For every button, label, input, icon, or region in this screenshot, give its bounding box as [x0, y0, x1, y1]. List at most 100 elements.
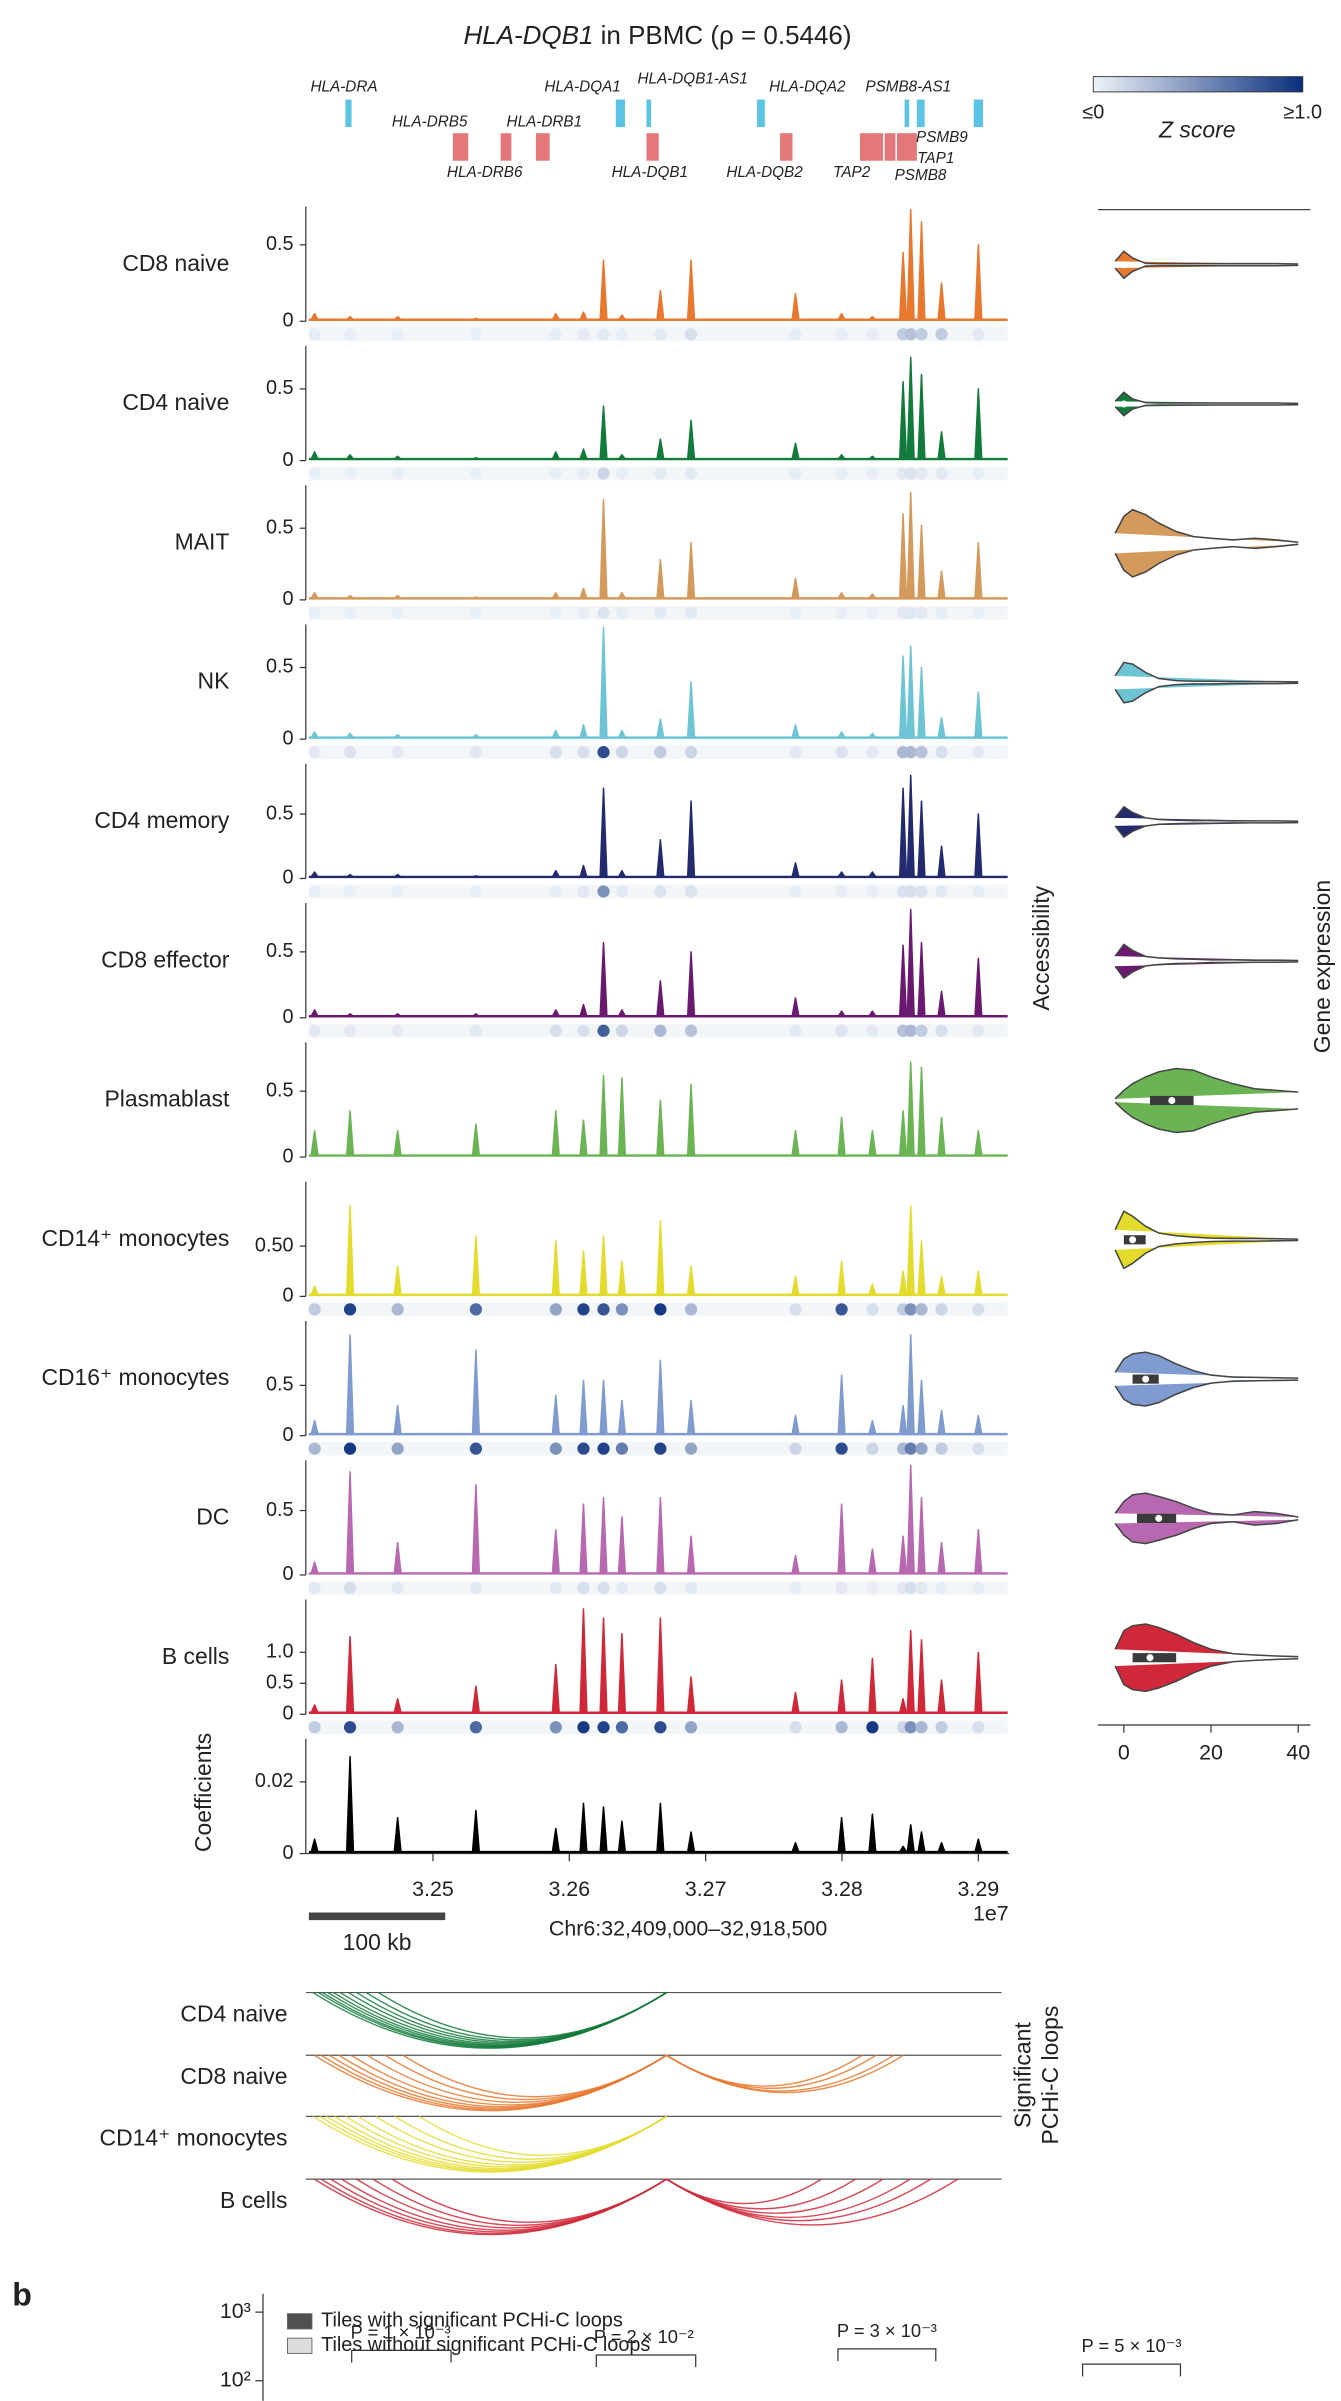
peak — [345, 1205, 355, 1296]
peak — [310, 312, 319, 321]
z-dot — [549, 1303, 562, 1316]
peak — [617, 1820, 627, 1853]
peak — [837, 1374, 846, 1435]
z-dot — [915, 1442, 928, 1455]
z-dot — [469, 1442, 483, 1455]
z-dot — [972, 746, 985, 759]
peak — [656, 980, 665, 1018]
z-dot — [935, 467, 948, 480]
legend-swatch — [287, 2313, 313, 2330]
peak — [579, 448, 588, 460]
peak — [686, 800, 696, 878]
peak — [310, 1009, 319, 1018]
z-dot — [343, 1024, 357, 1037]
peak — [686, 419, 696, 460]
peak — [898, 1698, 908, 1714]
violin-half — [1115, 1240, 1299, 1269]
gene-block — [345, 99, 352, 128]
y-tick-label: 0 — [283, 1145, 294, 1167]
peak — [617, 1399, 627, 1435]
peak — [393, 734, 402, 739]
violin-outline — [1114, 661, 1299, 683]
significance-bracket — [837, 2348, 937, 2362]
z-dot — [684, 1303, 698, 1316]
colorbar-tick-label: ≥1.0 — [1284, 102, 1323, 124]
z-dot — [866, 328, 879, 341]
peak — [345, 315, 355, 321]
peak — [974, 691, 983, 739]
gene-label: HLA-DRB1 — [507, 114, 583, 131]
peak — [868, 1010, 877, 1018]
peak — [617, 454, 627, 460]
peak — [471, 1484, 481, 1575]
y-tick-label: 0 — [283, 1563, 294, 1585]
peak — [345, 454, 355, 460]
gene-block — [535, 133, 550, 161]
y-axis-label: Accessibility — [1028, 885, 1054, 1010]
peak — [599, 1496, 608, 1575]
z-dot — [904, 1303, 917, 1316]
z-dot — [684, 1721, 698, 1734]
peak — [471, 875, 481, 878]
peak — [898, 1845, 908, 1853]
z-dot — [789, 1024, 802, 1037]
gene-block — [646, 99, 652, 128]
z-dot — [684, 746, 698, 759]
violin-outline — [1114, 1518, 1299, 1545]
z-dot — [549, 1581, 562, 1595]
z-dot — [597, 1442, 610, 1455]
z-dot — [654, 746, 667, 759]
track-label: CD4 naive — [122, 389, 229, 415]
loop-arc — [666, 2054, 904, 2094]
peak — [686, 1535, 696, 1575]
peak — [471, 1123, 481, 1157]
gene-label: TAP2 — [833, 164, 871, 181]
z-dot — [789, 606, 802, 619]
x-tick-label: 3.26 — [548, 1877, 590, 1901]
z-dot — [684, 885, 698, 898]
peak — [791, 862, 800, 878]
title-rest: in PBMC (ρ = 0.5446) — [593, 20, 851, 50]
z-dot — [549, 885, 562, 898]
z-dot — [343, 1442, 357, 1455]
peak — [345, 594, 355, 600]
gene-block — [859, 133, 884, 161]
z-dot — [549, 746, 562, 759]
peak — [393, 1816, 402, 1853]
violin-outline — [1114, 1239, 1299, 1270]
peak — [917, 1240, 926, 1296]
violin-median — [1142, 1375, 1150, 1383]
peak — [917, 1639, 926, 1714]
peak — [656, 438, 665, 460]
peak — [656, 1099, 665, 1157]
peak — [837, 591, 846, 600]
z-dot — [789, 1581, 802, 1595]
peak — [974, 813, 983, 878]
peak — [868, 1283, 877, 1296]
gene-label: PSMB9 — [916, 129, 968, 146]
z-dot — [343, 1581, 357, 1595]
peak — [917, 373, 926, 460]
z-dot — [915, 746, 928, 759]
p-value: P = 5 × 10⁻³ — [1082, 2335, 1182, 2356]
z-dot — [391, 885, 404, 898]
violin-half — [1115, 822, 1299, 838]
violin-x-tick-label: 40 — [1286, 1741, 1310, 1765]
track-label: Plasmablast — [105, 1086, 230, 1112]
gene-label: HLA-DQB2 — [726, 164, 803, 181]
peak — [906, 908, 915, 1018]
z-dot — [549, 328, 562, 341]
peak — [898, 513, 908, 600]
peak — [906, 1334, 915, 1435]
z-dot — [789, 467, 802, 480]
gene-block — [500, 133, 512, 161]
z-dot — [654, 1581, 667, 1595]
z-dot — [915, 1303, 928, 1316]
z-dot — [972, 1024, 985, 1037]
violin-x-tick-label: 20 — [1199, 1741, 1223, 1765]
z-dot — [972, 1303, 985, 1316]
y-tick-label: 0.5 — [266, 377, 294, 399]
peak — [791, 442, 800, 460]
